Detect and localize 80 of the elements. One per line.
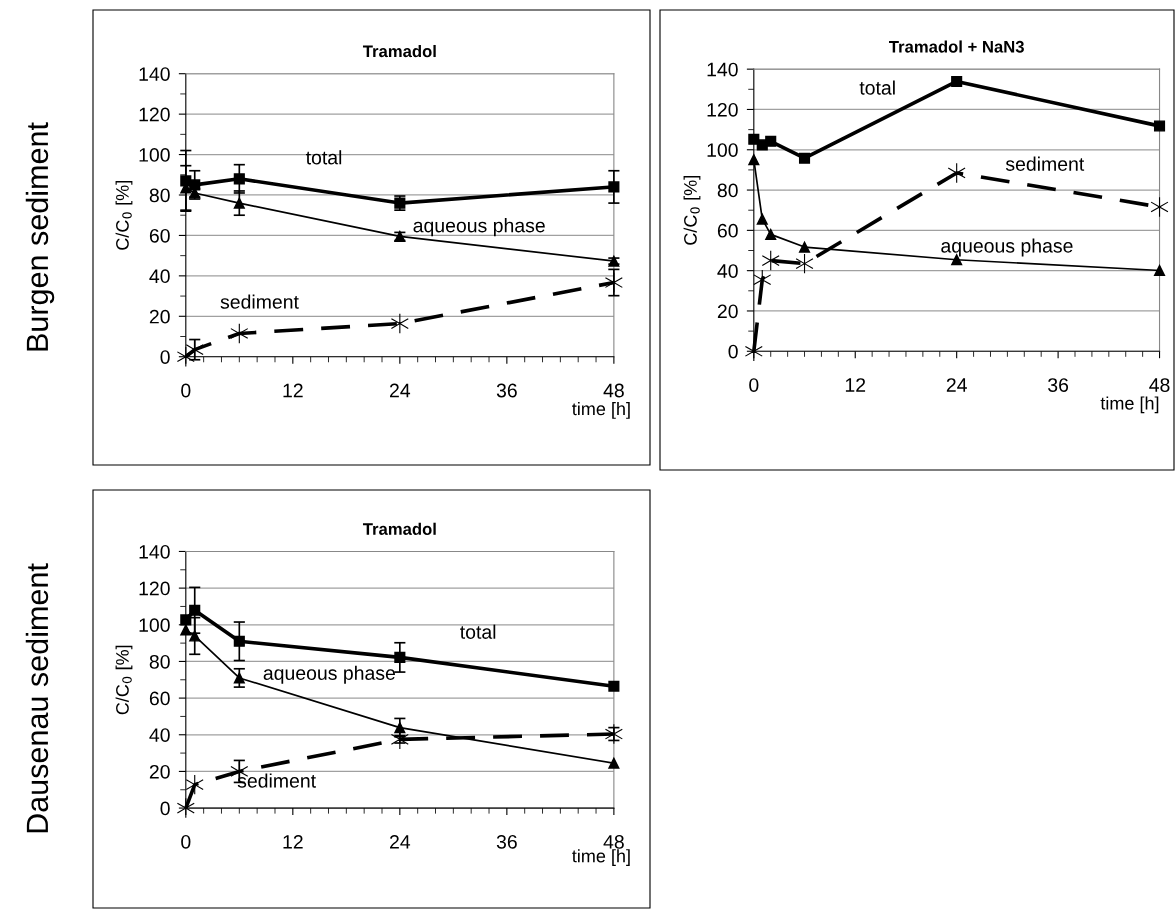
y-tick-label: 140 (707, 62, 738, 77)
y-tick-label: 80 (149, 188, 170, 203)
point (765, 135, 777, 147)
x-tick-label: 24 (390, 834, 411, 849)
y-tick-label: 40 (149, 269, 170, 284)
y-tick-label: 60 (149, 691, 170, 706)
y-tick-label: 140 (139, 67, 170, 81)
series-label: sediment (220, 294, 299, 309)
x-tick-label: 0 (181, 834, 191, 849)
point (798, 152, 811, 164)
chart-title: Tramadol (362, 522, 436, 535)
series-label: aqueous phase (941, 238, 1073, 257)
series-label: total (305, 150, 342, 165)
y-axis-title: C/C$_{0}$ [%] (115, 181, 133, 250)
y-tick-label: 60 (717, 223, 738, 238)
point (947, 162, 966, 184)
x-axis-title: time [h] (572, 849, 630, 866)
y-tick-label: 80 (717, 183, 738, 198)
x-tick-label: 36 (496, 383, 517, 398)
y-tick-label: 40 (149, 728, 170, 742)
y-tick-label: 0 (160, 801, 170, 816)
x-tick-label: 12 (283, 834, 303, 849)
series-label: sediment (1005, 156, 1085, 171)
x-tick-label: 48 (1149, 378, 1170, 392)
point (1150, 196, 1169, 218)
x-tick-label: 24 (390, 383, 411, 398)
x-tick-label: 36 (1048, 378, 1069, 392)
y-tick-label: 40 (717, 264, 738, 278)
point (753, 269, 772, 291)
point (761, 250, 780, 271)
point (1153, 264, 1166, 277)
y-tick-label: 60 (149, 228, 170, 243)
y-tick-label: 120 (707, 102, 738, 117)
y-tick-label: 100 (139, 618, 170, 633)
y-tick-label: 20 (717, 304, 738, 319)
y-tick-label: 0 (160, 350, 170, 364)
point (748, 154, 760, 166)
y-tick-label: 20 (149, 309, 170, 324)
y-tick-label: 80 (149, 654, 170, 669)
x-tick-label: 36 (496, 834, 517, 849)
y-tick-label: 20 (149, 764, 170, 779)
x-tick-label: 12 (845, 378, 866, 392)
x-axis-title: time [h] (1100, 396, 1159, 414)
y-tick-label: 100 (707, 143, 738, 157)
series-label: total (460, 624, 496, 639)
series-label: aqueous phase (263, 665, 395, 684)
series-label: total (859, 80, 895, 95)
x-tick-label: 24 (946, 378, 967, 392)
text: Dausenau sediment (25, 563, 49, 833)
x-axis-title: time [h] (572, 402, 630, 419)
y-tick-label: 0 (728, 344, 738, 359)
y-axis-title: C/C$_{0}$ [%] (115, 645, 133, 715)
point (756, 213, 768, 225)
chart-title: Tramadol + NaN3 (889, 40, 1024, 53)
x-tick-label: 48 (603, 383, 624, 398)
y-tick-label: 120 (139, 581, 170, 596)
point (180, 614, 192, 626)
x-tick-label: 0 (181, 383, 191, 398)
point (230, 323, 249, 344)
series-label: aqueous phase (413, 218, 545, 237)
point (951, 75, 963, 88)
y-axis-title: C/C$_{0}$ [%] (683, 176, 701, 245)
point (176, 797, 195, 819)
point (608, 757, 620, 769)
chart-title: Tramadol (362, 44, 436, 58)
point (795, 253, 814, 274)
y-tick-label: 120 (139, 107, 170, 122)
point (1153, 120, 1166, 132)
point (180, 624, 192, 636)
point (765, 228, 777, 240)
series-label: sediment (237, 773, 316, 788)
x-tick-label: 12 (283, 383, 303, 398)
point (185, 774, 204, 795)
text: Burgen sediment (25, 122, 55, 351)
point (798, 241, 811, 253)
y-tick-label: 140 (139, 544, 170, 559)
x-tick-label: 48 (603, 834, 624, 849)
point (608, 680, 620, 692)
x-tick-label: 0 (749, 378, 759, 392)
y-tick-label: 100 (139, 148, 170, 162)
